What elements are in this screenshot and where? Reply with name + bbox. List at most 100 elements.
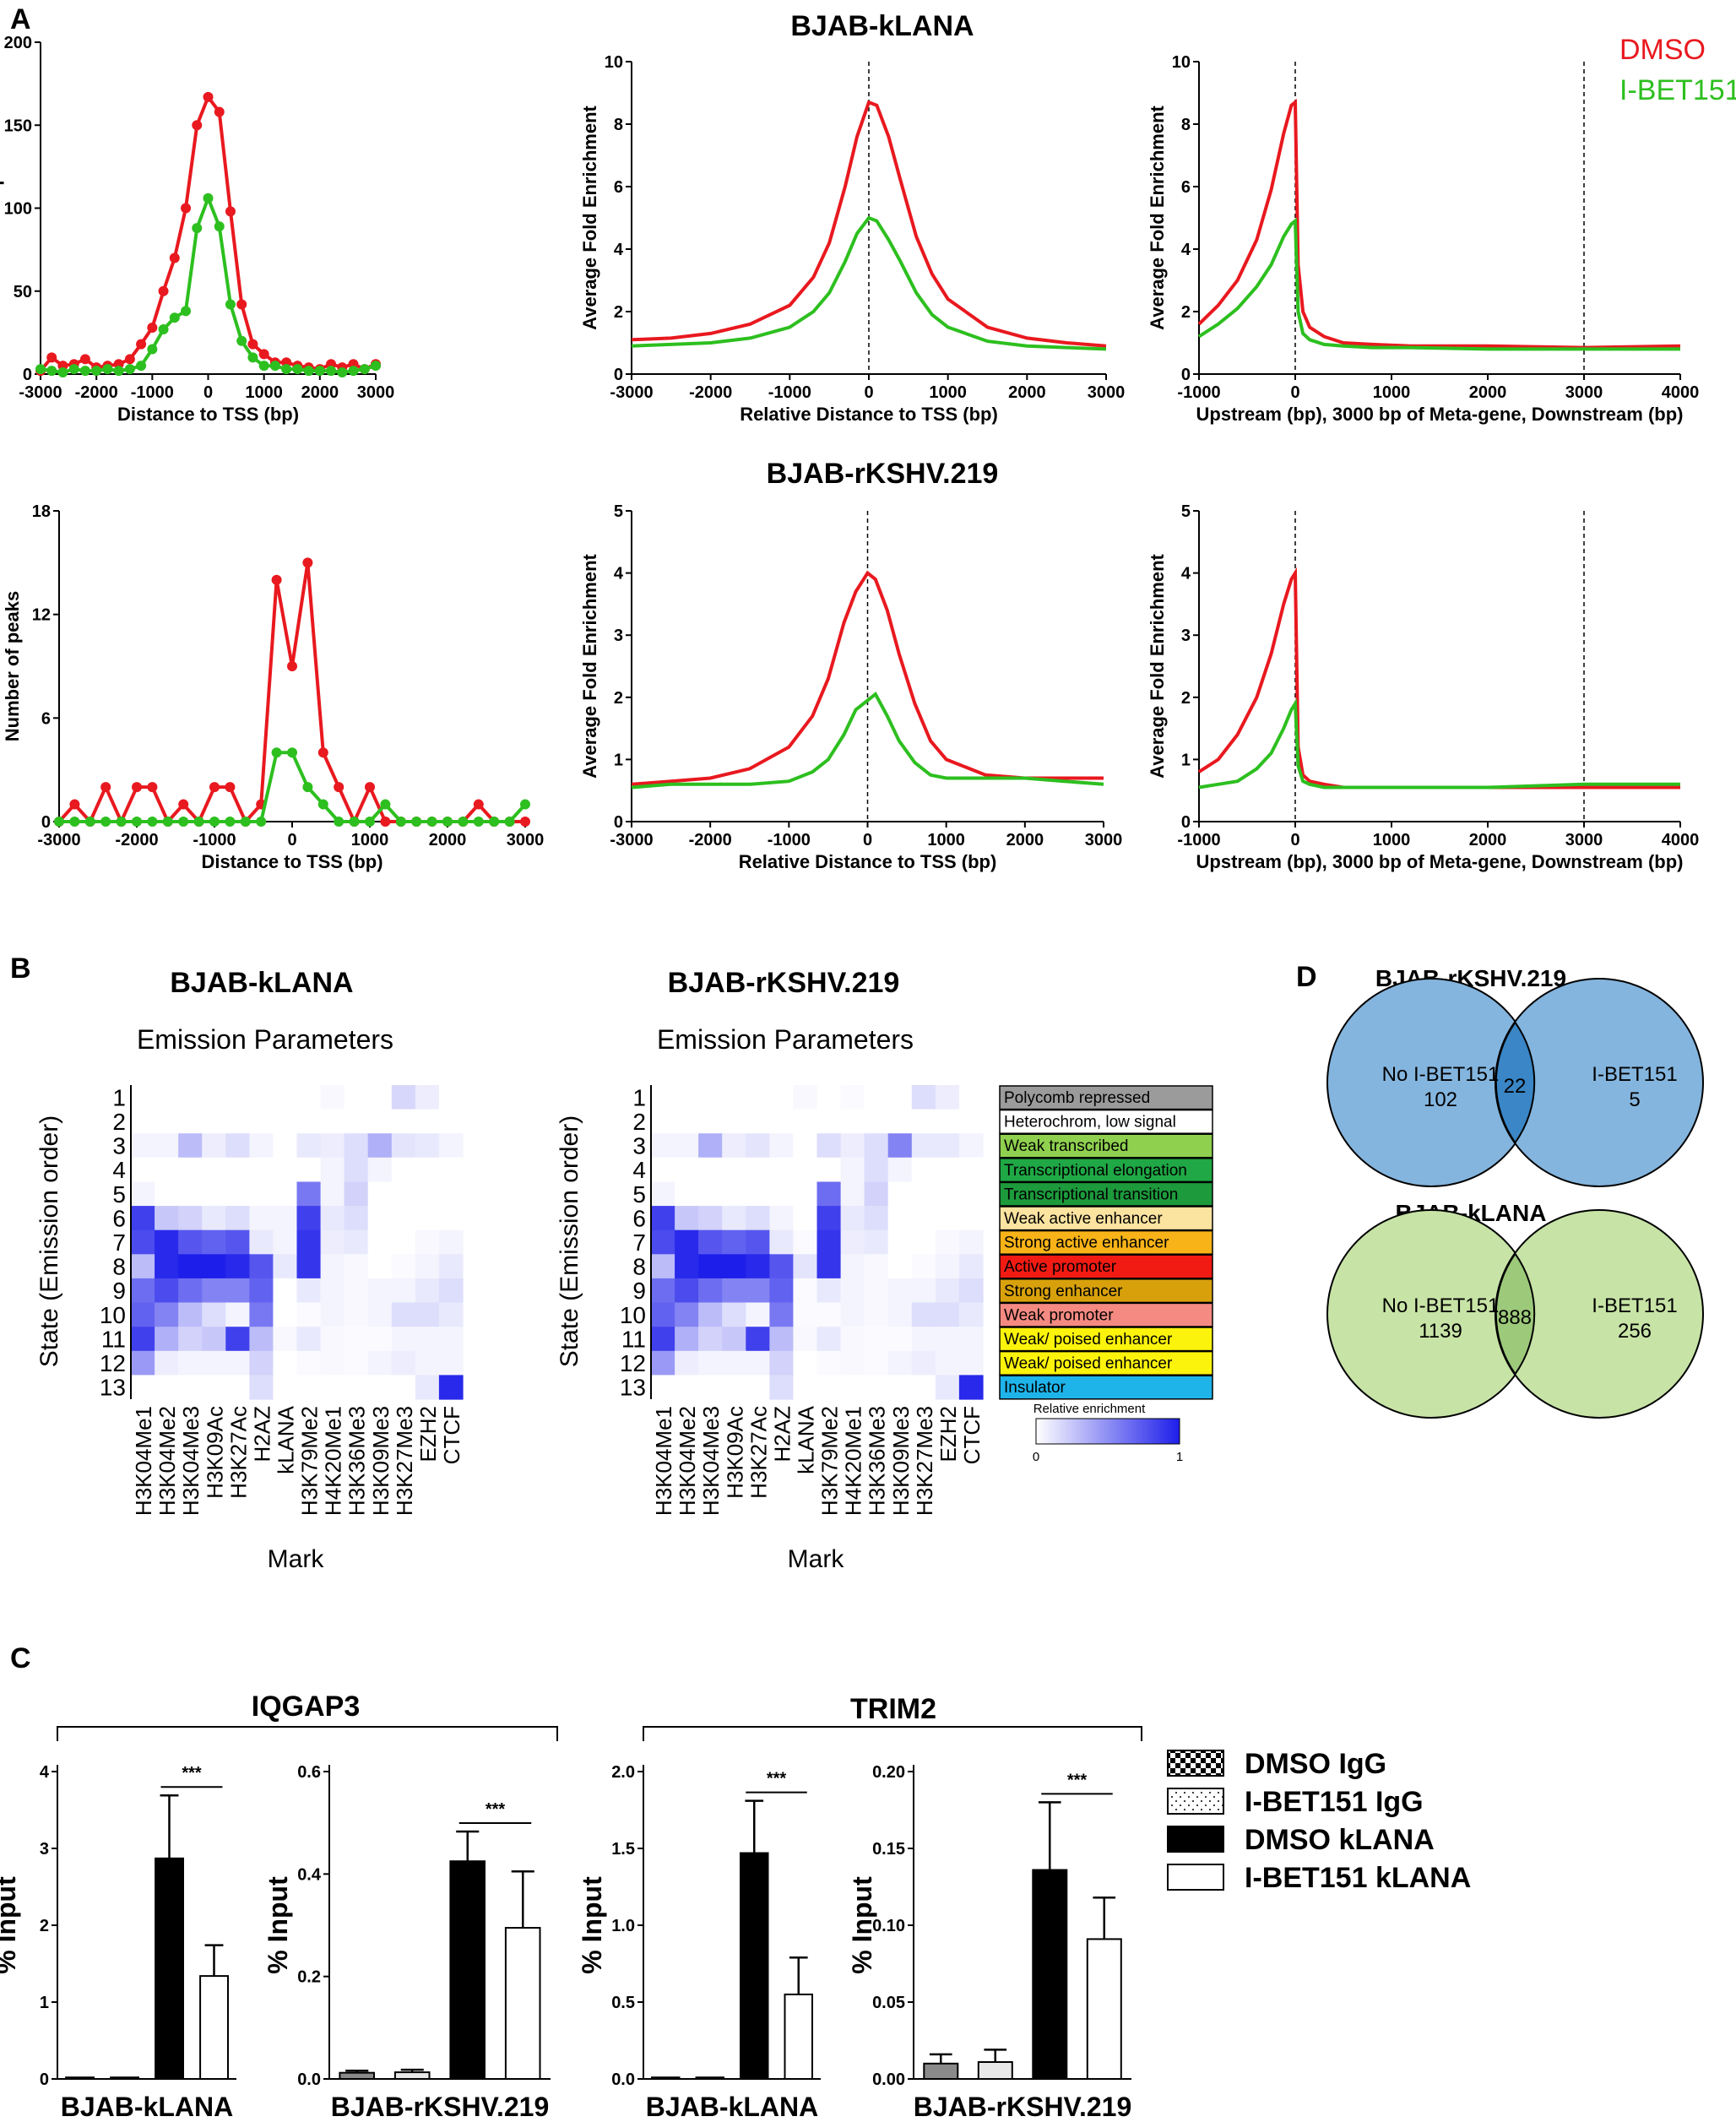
data-point [169, 312, 180, 323]
data-point [193, 817, 204, 827]
heatmap-cell [344, 1109, 369, 1134]
heatmap-cell [675, 1375, 699, 1400]
heatmap-cell [840, 1229, 865, 1255]
heatmap-cell [935, 1085, 960, 1110]
heatmap-cell [155, 1157, 179, 1182]
heatmap-cell [178, 1302, 203, 1327]
heatmap-cell [320, 1206, 345, 1231]
x-tick-label: 3000 [507, 831, 545, 849]
data-point [113, 366, 124, 377]
heatmap-cell [911, 1085, 936, 1110]
heatmap-cell [769, 1375, 795, 1400]
y-tick-label: 1 [40, 1994, 49, 2012]
panel-b-right-xlabel: Mark [788, 1545, 845, 1573]
x-tick-label: 1000 [1373, 383, 1411, 402]
y-tick-label: 0.6 [297, 1763, 321, 1782]
heatmap-cell [344, 1278, 369, 1304]
heatmap-cell [698, 1133, 723, 1159]
data-point [100, 782, 111, 793]
x-axis-label: Distance to TSS (bp) [201, 851, 382, 872]
y-tick-label: 0 [614, 366, 623, 384]
heatmap-cell [391, 1109, 416, 1134]
heatmap-cell [675, 1157, 699, 1182]
heatmap-cell [651, 1109, 675, 1134]
heatmap-cell [438, 1133, 464, 1159]
data-point [132, 782, 142, 793]
data-point [84, 817, 95, 827]
bar [155, 1857, 185, 2081]
x-axis-label: Upstream (bp), 3000 bp of Meta-gene, Dow… [1196, 404, 1684, 425]
heatmap-cell [935, 1327, 960, 1352]
y-axis-label: Average Fold Enrichment [1147, 553, 1168, 778]
venn-top-overlap [1495, 1021, 1536, 1144]
heatmap-cell [722, 1254, 746, 1279]
colorbar-min: 0 [1033, 1450, 1039, 1464]
heatmap-cell [320, 1278, 345, 1304]
heatmap-cell [864, 1350, 889, 1376]
heatmap-cell [131, 1229, 155, 1255]
heatmap-cell [249, 1278, 274, 1304]
data-point [147, 817, 158, 827]
heatmap-b_right: 12345678910111213H3K04Me1H3K04Me2H3K04Me… [620, 1084, 985, 1516]
heatmap-cell [438, 1375, 464, 1400]
heatmap-cell [178, 1157, 203, 1182]
heatmap-cell [320, 1181, 345, 1207]
heatmap-cell [249, 1157, 274, 1182]
state-label: 4 [632, 1157, 646, 1183]
heatmap-cell [273, 1206, 298, 1231]
heatmap-cell [225, 1278, 250, 1304]
panel-c-bars: 0 1 2 3 4 % Input BJAB-kLANA *** 0.0 0.2 0.4 0.6 % I… [0, 1763, 1131, 2122]
heatmap-cell [840, 1350, 865, 1376]
y-tick-label: 0.15 [872, 1840, 905, 1859]
data-point [302, 782, 313, 793]
data-point [326, 366, 337, 377]
heatmap-cell [225, 1229, 250, 1255]
heatmap-cell [698, 1109, 723, 1134]
mark-label: H4K20Me1 [321, 1406, 346, 1516]
heatmap-cell [225, 1109, 250, 1134]
venn-bottom-overlap [1495, 1252, 1536, 1376]
heatmap-cell [249, 1206, 274, 1231]
x-axis-label: Relative Distance to TSS (bp) [740, 404, 998, 425]
heatmap-cell [296, 1375, 322, 1400]
heatmap-cell [864, 1302, 889, 1327]
data-point [124, 364, 135, 375]
y-tick-label: 1 [614, 751, 623, 769]
data-point [365, 782, 375, 793]
data-point [192, 223, 203, 234]
mark-label: H3K09Me3 [888, 1406, 914, 1516]
venn-top-overlap-value: 22 [1504, 1075, 1527, 1098]
data-point [209, 817, 220, 827]
data-point [520, 817, 530, 827]
heatmap-cell [887, 1206, 913, 1231]
heatmap-cell [722, 1302, 746, 1327]
heatmap-cell [769, 1302, 795, 1327]
colorbar-gradient [1035, 1418, 1180, 1445]
heatmap-cell [131, 1109, 155, 1134]
heatmap-cell [249, 1302, 274, 1327]
heatmap-cell [698, 1254, 723, 1279]
y-tick-label: 3 [614, 627, 623, 645]
bar [393, 2071, 431, 2081]
x-tick-label: -2000 [75, 383, 118, 402]
series-line [631, 215, 1107, 351]
heatmap-cell [769, 1157, 795, 1182]
bar [339, 2071, 375, 2080]
heatmap-cell [793, 1302, 818, 1327]
heatmap-cell [131, 1302, 155, 1327]
data-point [79, 354, 90, 365]
y-tick-label: 10 [1172, 53, 1191, 72]
data-point [214, 221, 225, 232]
heatmap-cell [722, 1157, 746, 1182]
heatmap-cell [887, 1278, 913, 1304]
y-axis-label: Number of peaks [0, 133, 4, 284]
heatmap-cell [178, 1133, 203, 1159]
state-legend-swatch [999, 1278, 1213, 1304]
mark-label: H3K04Me1 [651, 1406, 676, 1516]
data-point [57, 367, 68, 378]
y-tick-label: 0.5 [611, 1994, 635, 2012]
heatmap-cell [415, 1254, 440, 1279]
bar [923, 2062, 959, 2081]
heatmap-cell [651, 1157, 675, 1182]
